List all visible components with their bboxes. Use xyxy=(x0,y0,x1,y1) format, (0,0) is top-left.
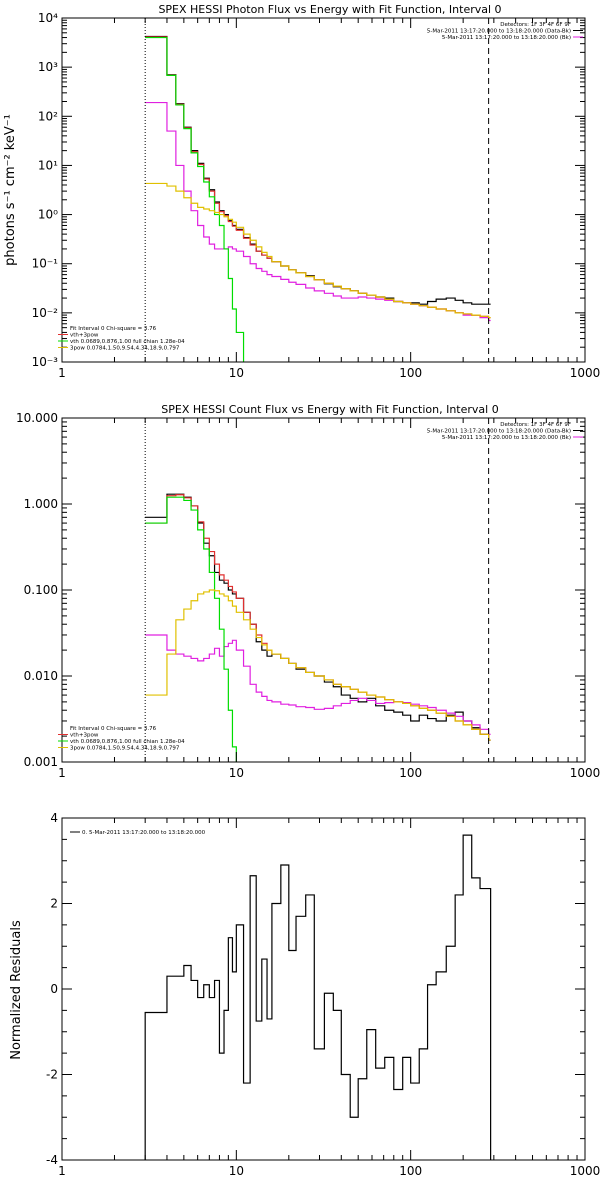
series-data xyxy=(145,35,491,305)
y-tick-label: -2 xyxy=(46,1068,58,1082)
y-tick-label: 0 xyxy=(50,982,58,996)
legend-text: vth+3pow xyxy=(70,733,99,739)
series-vth+3pow xyxy=(145,494,491,741)
y-tick-label: 0.100 xyxy=(24,583,58,597)
series-vth xyxy=(145,36,245,362)
y-tick-label: 10³ xyxy=(38,60,58,74)
axis-frame xyxy=(61,817,586,1161)
y-tick-label: 10⁴ xyxy=(38,11,58,25)
x-tick-label: 1000 xyxy=(570,366,600,380)
residuals-ylabel: Normalized Residuals xyxy=(9,920,24,1060)
y-tick-label: -4 xyxy=(46,1153,58,1167)
y-tick-label: 10⁻³ xyxy=(32,355,59,369)
x-tick-label: 1000 xyxy=(570,766,600,780)
series-vth+3pow xyxy=(145,36,491,319)
x-tick-label: 100 xyxy=(399,766,422,780)
series-residuals xyxy=(144,834,492,1160)
x-tick-label: 10 xyxy=(229,1164,244,1178)
x-tick-label: 1 xyxy=(58,766,66,780)
axis-frame xyxy=(61,417,586,763)
y-tick-label: 0.001 xyxy=(24,755,58,769)
x-tick-label: 1 xyxy=(58,1164,66,1178)
y-tick-label: 10.000 xyxy=(16,411,58,425)
y-tick-label: 10⁻¹ xyxy=(32,257,59,271)
legend-text: 0. 5-Mar-2011 13:17:20.000 to 13:18:20.0… xyxy=(82,830,206,836)
series-data xyxy=(145,493,491,741)
residuals-panel: Normalized Residuals 1 10 100 1000 -4 -2 0 2 4 0.… xyxy=(9,811,600,1178)
y-tick-label: 2 xyxy=(50,897,58,911)
y-tick-label: 0.010 xyxy=(24,669,58,683)
y-tick-label: 1.000 xyxy=(24,497,58,511)
series-background xyxy=(145,101,491,322)
count-flux-title: SPEX HESSI Count Flux vs Energy with Fit… xyxy=(161,403,498,416)
series-group xyxy=(145,493,491,762)
series-background xyxy=(145,634,491,735)
photon-flux-panel: SPEX HESSI Photon Flux vs Energy with Fi… xyxy=(3,3,600,380)
series-3pow xyxy=(145,182,491,319)
legend-text: Detectors: 1F 3F 4F 6F 9F xyxy=(500,22,571,28)
y-tick-label: 4 xyxy=(50,811,58,825)
series-vth xyxy=(145,496,237,762)
photon-flux-ylabel: photons s⁻¹ cm⁻² keV⁻¹ xyxy=(3,114,18,266)
y-tick-label: 10² xyxy=(38,109,58,123)
legend-text: Detectors: 1F 3F 4F 6F 9F xyxy=(500,422,571,428)
legend-text: vth 0.0689,0.876,1.00 full chian 1.28e-0… xyxy=(70,339,185,345)
series-group xyxy=(145,35,491,362)
y-tick-label: 10¹ xyxy=(38,158,58,172)
x-tick-label: 1000 xyxy=(570,1164,600,1178)
series-3pow xyxy=(145,589,491,741)
x-tick-label: 100 xyxy=(399,1164,422,1178)
legend-text: Fit Interval 0 Chi-square = 3.76 xyxy=(70,326,157,332)
photon-flux-title: SPEX HESSI Photon Flux vs Energy with Fi… xyxy=(158,3,501,16)
legend-text: vth+3pow xyxy=(70,333,99,339)
legend-text: 5-Mar-2011 13:17:20.000 to 13:18:20.000 … xyxy=(427,29,571,35)
legend-text: Fit Interval 0 Chi-square = 3.76 xyxy=(70,726,157,732)
legend-text: 3pow 0.0784,1.50,9.54,4.34,18.9,0.797 xyxy=(70,746,180,752)
y-tick-label: 10⁻² xyxy=(32,306,59,320)
x-tick-label: 10 xyxy=(229,766,244,780)
legend-text: vth 0.0689,0.876,1.00 full chian 1.28e-0… xyxy=(70,739,185,745)
x-tick-label: 1 xyxy=(58,366,66,380)
y-tick-label: 10⁰ xyxy=(38,208,58,222)
x-tick-label: 10 xyxy=(229,366,244,380)
legend-text: 5-Mar-2011 13:17:20.000 to 13:18:20.000 … xyxy=(427,429,571,435)
x-tick-label: 100 xyxy=(399,366,422,380)
legend-text: 5-Mar-2011 13:17:20.000 to 13:18:20.000 … xyxy=(442,35,571,41)
legend-text: 5-Mar-2011 13:17:20.000 to 13:18:20.000 … xyxy=(442,435,571,441)
count-flux-panel: SPEX HESSI Count Flux vs Energy with Fit… xyxy=(16,403,600,780)
axis-frame xyxy=(61,17,586,363)
series-group xyxy=(144,834,492,1160)
legend-text: 3pow 0.0784,1.50,9.54,4.34,18.9,0.797 xyxy=(70,346,180,352)
